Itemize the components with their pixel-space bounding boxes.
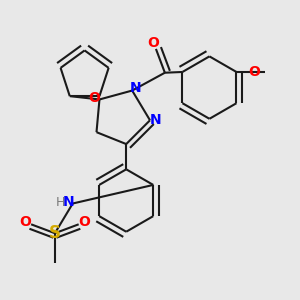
Text: O: O: [19, 215, 31, 229]
Text: H: H: [56, 196, 65, 208]
Text: O: O: [147, 36, 159, 50]
Text: S: S: [49, 224, 61, 242]
Text: N: N: [130, 81, 142, 95]
Text: O: O: [79, 215, 91, 229]
Text: N: N: [149, 113, 161, 127]
Text: N: N: [62, 195, 74, 209]
Text: O: O: [248, 65, 260, 79]
Text: O: O: [88, 91, 100, 105]
